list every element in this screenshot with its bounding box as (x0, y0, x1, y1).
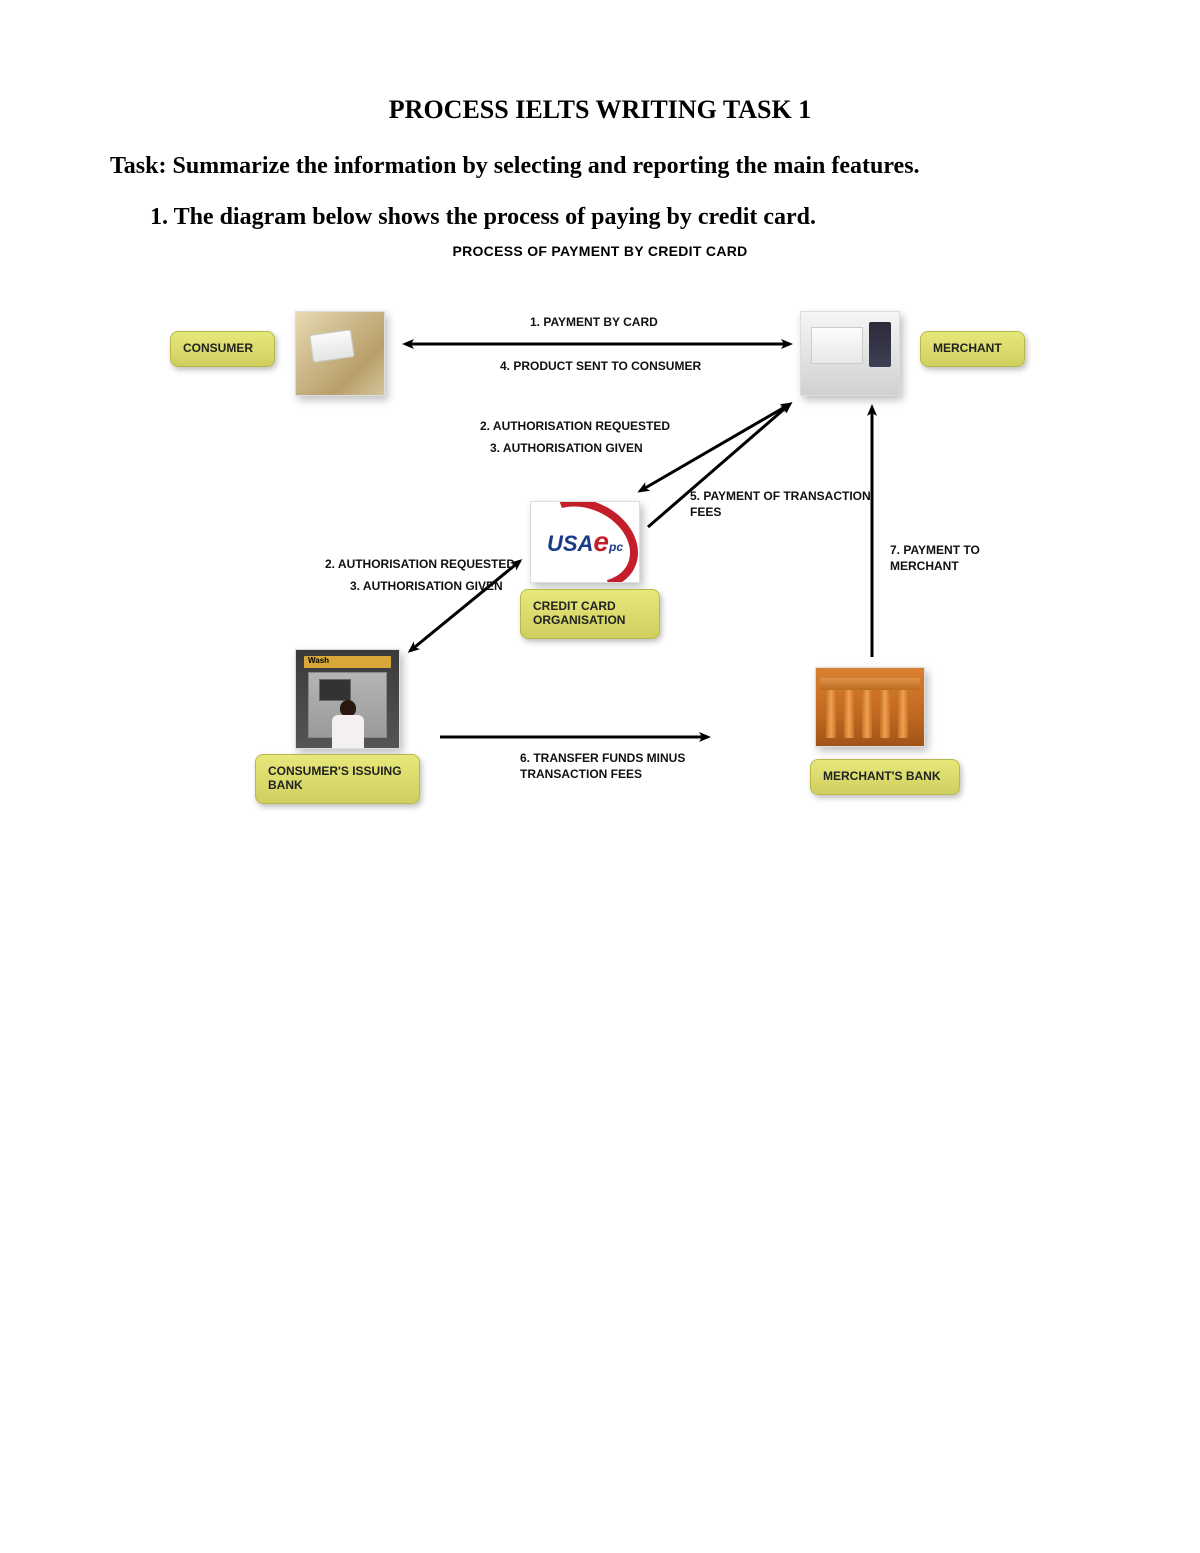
step-5-label: 5. PAYMENT OF TRANSACTION FEES (690, 489, 880, 520)
step-2a-label: 2. AUTHORISATION REQUESTED (480, 419, 710, 435)
step-3a-label: 3. AUTHORISATION GIVEN (490, 441, 720, 457)
node-consumer-label: CONSUMER (170, 331, 275, 367)
atm-icon: Wash (296, 650, 399, 748)
node-merchant-bank-image (815, 667, 925, 747)
node-issuing-bank-label: CONSUMER'S ISSUING BANK (255, 754, 420, 804)
task-description: Task: Summarize the information by selec… (110, 153, 1090, 180)
step-1-label: 1. PAYMENT BY CARD (530, 315, 730, 331)
node-consumer-image (295, 311, 385, 396)
step-2b-label: 2. AUTHORISATION REQUESTED (325, 557, 555, 573)
bank-building-icon (816, 668, 924, 746)
step-7-label: 7. PAYMENT TO MERCHANT (890, 543, 1050, 574)
node-merchant-label: MERCHANT (920, 331, 1025, 367)
page: PROCESS IELTS WRITING TASK 1 Task: Summa… (0, 0, 1200, 1553)
process-diagram: CONSUMER MERCHANT USAepc CREDIT CARD ORG… (150, 279, 1050, 839)
step-6-label: 6. TRANSFER FUNDS MINUS TRANSACTION FEES (520, 751, 720, 782)
document-title: PROCESS IELTS WRITING TASK 1 (110, 95, 1090, 125)
node-cco-label: CREDIT CARD ORGANISATION (520, 589, 660, 639)
step-4-label: 4. PRODUCT SENT TO CONSUMER (500, 359, 730, 375)
node-issuing-bank-image: Wash (295, 649, 400, 749)
cards-icon (296, 312, 384, 395)
node-merchant-image (800, 311, 900, 396)
bank-header-text: Wash (308, 656, 329, 665)
step-3b-label: 3. AUTHORISATION GIVEN (350, 579, 580, 595)
diagram-title: PROCESS OF PAYMENT BY CREDIT CARD (110, 243, 1090, 259)
node-merchant-bank-label: MERCHANT'S BANK (810, 759, 960, 795)
arrow-a3 (410, 561, 520, 651)
parcel-icon (801, 312, 899, 395)
task-item: 1. The diagram below shows the process o… (150, 204, 1090, 231)
